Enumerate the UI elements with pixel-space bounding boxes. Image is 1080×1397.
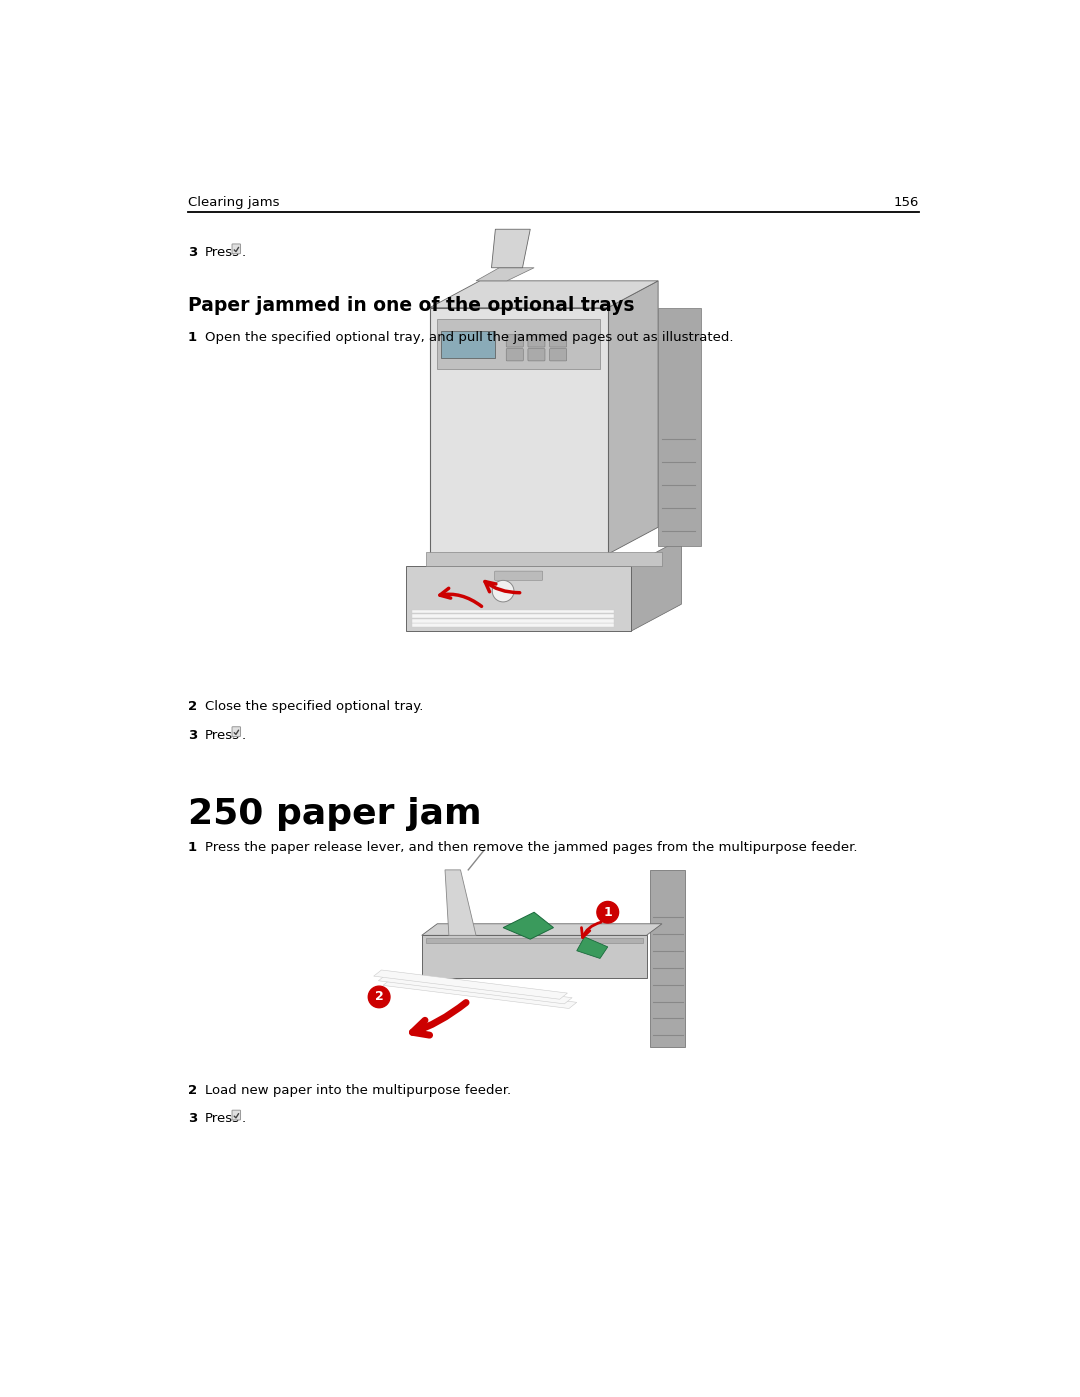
Text: .: . <box>242 729 246 742</box>
Text: Paper jammed in one of the optional trays: Paper jammed in one of the optional tray… <box>188 296 634 316</box>
FancyBboxPatch shape <box>437 320 600 369</box>
Text: .: . <box>242 1112 246 1126</box>
Polygon shape <box>374 970 567 999</box>
FancyBboxPatch shape <box>232 1111 241 1120</box>
FancyBboxPatch shape <box>232 726 241 736</box>
FancyBboxPatch shape <box>528 335 545 346</box>
Polygon shape <box>577 937 608 958</box>
Circle shape <box>368 986 390 1007</box>
Polygon shape <box>378 975 572 1004</box>
Text: 3: 3 <box>188 729 197 742</box>
Polygon shape <box>445 870 476 936</box>
FancyBboxPatch shape <box>413 615 613 617</box>
Text: Press: Press <box>205 1112 240 1126</box>
Text: 1: 1 <box>188 841 197 855</box>
Text: 250 paper jam: 250 paper jam <box>188 796 482 831</box>
Circle shape <box>492 580 514 602</box>
Text: Close the specified optional tray.: Close the specified optional tray. <box>205 700 423 714</box>
Text: 3: 3 <box>188 246 197 260</box>
Text: Press: Press <box>205 729 240 742</box>
FancyBboxPatch shape <box>426 552 662 566</box>
Polygon shape <box>430 281 658 307</box>
Polygon shape <box>631 539 681 631</box>
Polygon shape <box>476 268 535 281</box>
Text: .: . <box>242 246 246 260</box>
Text: 2: 2 <box>188 700 197 714</box>
Text: Open the specified optional tray, and pull the jammed pages out as illustrated.: Open the specified optional tray, and pu… <box>205 331 733 344</box>
Circle shape <box>597 901 619 923</box>
FancyBboxPatch shape <box>658 307 701 546</box>
FancyBboxPatch shape <box>413 609 613 613</box>
FancyBboxPatch shape <box>441 331 496 358</box>
FancyBboxPatch shape <box>337 862 724 1062</box>
FancyBboxPatch shape <box>321 353 724 682</box>
FancyBboxPatch shape <box>650 870 685 1046</box>
FancyBboxPatch shape <box>426 939 643 943</box>
Text: 1: 1 <box>604 905 612 919</box>
FancyBboxPatch shape <box>550 349 567 360</box>
Text: 2: 2 <box>188 1084 197 1097</box>
Polygon shape <box>503 912 554 939</box>
FancyBboxPatch shape <box>413 623 613 627</box>
Polygon shape <box>491 229 530 268</box>
Text: 3: 3 <box>188 1112 197 1126</box>
FancyBboxPatch shape <box>550 335 567 346</box>
Text: Clearing jams: Clearing jams <box>188 196 280 210</box>
FancyBboxPatch shape <box>413 619 613 623</box>
Text: 156: 156 <box>894 196 919 210</box>
Text: Load new paper into the multipurpose feeder.: Load new paper into the multipurpose fee… <box>205 1084 511 1097</box>
FancyBboxPatch shape <box>507 349 524 360</box>
FancyBboxPatch shape <box>232 244 241 254</box>
Polygon shape <box>422 923 662 936</box>
FancyBboxPatch shape <box>528 349 545 360</box>
Text: Press: Press <box>205 246 240 260</box>
FancyBboxPatch shape <box>507 335 524 346</box>
Polygon shape <box>608 281 658 555</box>
Text: 1: 1 <box>188 331 197 344</box>
Text: Press the paper release lever, and then remove the jammed pages from the multipu: Press the paper release lever, and then … <box>205 841 858 855</box>
FancyBboxPatch shape <box>422 936 647 978</box>
FancyBboxPatch shape <box>430 307 608 555</box>
FancyBboxPatch shape <box>495 571 542 580</box>
Polygon shape <box>383 979 577 1009</box>
FancyBboxPatch shape <box>406 566 631 631</box>
Text: 2: 2 <box>375 990 383 1003</box>
